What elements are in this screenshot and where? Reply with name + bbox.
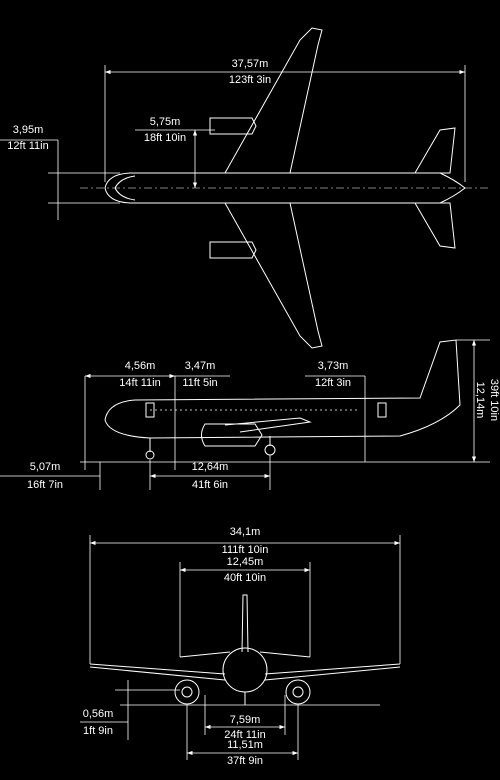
engine bbox=[174, 679, 200, 705]
dimension-imperial: 41ft 6in bbox=[192, 479, 228, 491]
dimension-imperial: 18ft 10in bbox=[144, 132, 186, 144]
dimension-metric: 12,45m bbox=[227, 556, 264, 568]
dimension-metric: 12,14m bbox=[474, 382, 486, 419]
dimension-imperial: 11ft 5in bbox=[182, 377, 217, 389]
engine bbox=[285, 679, 311, 705]
cockpit bbox=[114, 175, 136, 201]
dimension-imperial: 37ft 9in bbox=[227, 755, 263, 767]
dimension-metric: 37,57m bbox=[232, 58, 269, 70]
door bbox=[377, 402, 387, 418]
wheel bbox=[145, 450, 155, 460]
dimension-metric: 11,51m bbox=[227, 739, 263, 751]
fuselage bbox=[222, 647, 268, 693]
dimension-imperial: 16ft 7in bbox=[27, 479, 63, 491]
wing bbox=[89, 663, 401, 681]
dimension-imperial: 1ft 9in bbox=[83, 725, 113, 737]
dimension-metric: 3,47m bbox=[185, 360, 216, 372]
dimension-imperial: 40ft 10in bbox=[224, 572, 266, 584]
top-view: 37,57m 123ft 3in 5,75m 18ft 10in 3,95m 1… bbox=[0, 27, 490, 349]
tail-lower bbox=[414, 202, 456, 249]
dimension-imperial: 111ft 10in bbox=[222, 544, 269, 556]
door bbox=[145, 402, 155, 418]
dimension-metric: 7,59m bbox=[230, 714, 261, 726]
dimension-imperial: 12ft 3in bbox=[315, 377, 351, 389]
dimension-metric: 0,56m bbox=[83, 708, 114, 720]
front-view: 34,1m 111ft 10in 12,45m 40ft 10in 7,59m … bbox=[80, 526, 401, 767]
dimension-imperial: 123ft 3in bbox=[229, 74, 271, 86]
dimension-metric: 5,75m bbox=[150, 116, 181, 128]
tail-upper bbox=[414, 127, 456, 174]
side-view: 12,14m 39ft 10in 4,56m 14ft 11in 3,47m 1… bbox=[0, 339, 500, 491]
dimension-imperial: 12ft 11in bbox=[7, 140, 48, 152]
wing-upper bbox=[224, 27, 323, 174]
dimension-metric: 4,56m bbox=[125, 360, 156, 372]
wing bbox=[224, 417, 312, 433]
stabilizer bbox=[179, 651, 311, 658]
engine bbox=[201, 423, 263, 447]
dimension-metric: 5,07m bbox=[30, 461, 61, 473]
dimension-metric: 3,95m bbox=[13, 124, 44, 136]
dimension-imperial: 24ft 11in bbox=[224, 729, 265, 741]
fuselage bbox=[104, 339, 461, 439]
wing-lower bbox=[224, 202, 323, 349]
fin bbox=[241, 594, 249, 653]
engine bbox=[292, 686, 304, 698]
engine-lower bbox=[209, 241, 257, 259]
dimension-metric: 34,1m bbox=[230, 526, 261, 538]
dimension-imperial: 39ft 10in bbox=[488, 379, 500, 421]
dimension-imperial: 14ft 11in bbox=[119, 377, 160, 389]
engine bbox=[181, 686, 193, 698]
dimension-metric: 12,64m bbox=[192, 461, 229, 473]
engine-upper bbox=[209, 117, 257, 135]
dimension-metric: 3,73m bbox=[318, 360, 349, 372]
wheel bbox=[264, 444, 276, 456]
